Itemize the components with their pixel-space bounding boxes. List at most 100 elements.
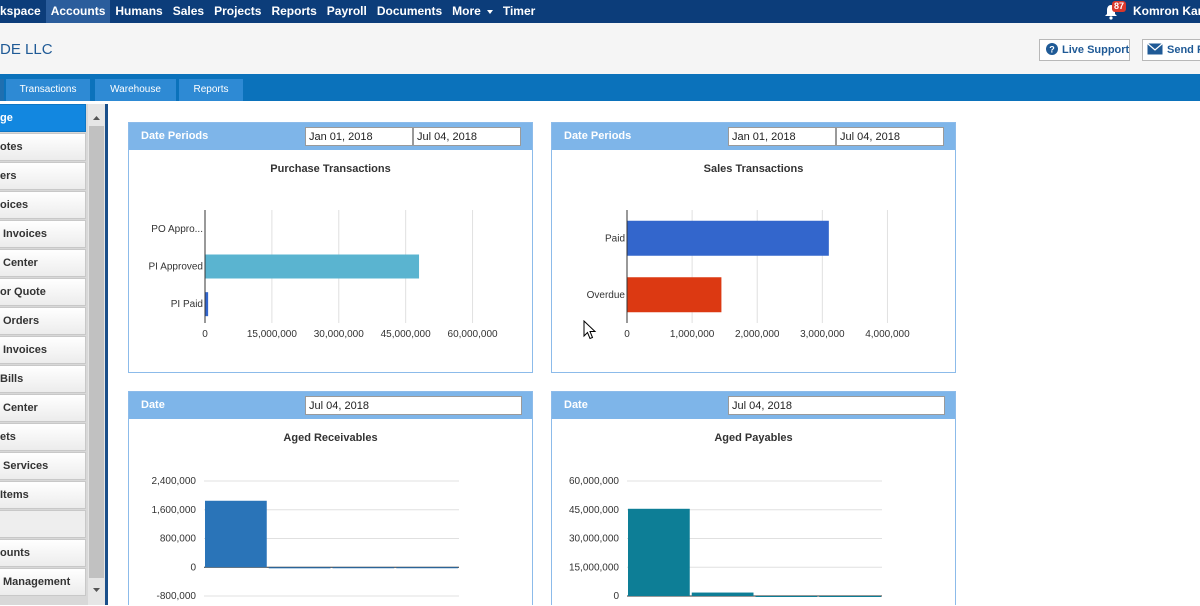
send-feedback-button[interactable]: Send F — [1142, 39, 1200, 61]
sidebar-scrollbar[interactable] — [88, 104, 105, 605]
nav-item-projects[interactable]: Projects — [209, 0, 266, 23]
nav-item-label: More — [452, 4, 481, 18]
nav-item-label: Sales — [172, 4, 205, 18]
sidebar-item[interactable] — [0, 510, 86, 538]
purchase-transactions-chart: 0 15,000,000 30,000,000 45,000,000 60,000,00… — [149, 210, 498, 340]
company-name: DE LLC — [0, 41, 53, 58]
scroll-down-arrow-icon[interactable] — [88, 582, 105, 598]
category-label: Overdue — [587, 290, 626, 301]
tab-bar: Transactions Warehouse Reports — [0, 74, 1200, 101]
payables-date-input[interactable] — [728, 396, 945, 415]
y-tick-label: 2,400,000 — [152, 476, 197, 487]
y-tick-label: 0 — [613, 591, 619, 602]
y-tick-label: 0 — [190, 562, 196, 573]
receivables-date-input[interactable] — [305, 396, 522, 415]
aged-payables-chart: 60,000,000 45,000,000 30,000,000 15,000,000… — [569, 476, 882, 602]
aged-receivables-chart: 2,400,000 1,600,000 800,000 0 -800,000 — [152, 476, 459, 602]
x-tick-label: 1,000,000 — [670, 329, 715, 340]
live-support-button[interactable]: ? Live Support — [1039, 39, 1130, 61]
sidebar-item[interactable]: otes — [0, 133, 86, 161]
bar — [332, 567, 395, 569]
category-label: PO Appro... — [151, 224, 203, 235]
sidebar-item[interactable]: ers — [0, 162, 86, 190]
nav-item-humans[interactable]: Humans — [110, 0, 167, 23]
bar — [205, 292, 209, 317]
nav-item-reports[interactable]: Reports — [266, 0, 321, 23]
sidebar-item[interactable]: Services — [0, 452, 86, 480]
main-menu: kspace Accounts Humans Sales Projects Reports… — [0, 0, 540, 23]
purchase-date-to-input[interactable] — [413, 127, 521, 146]
sidebar-item[interactable]: Invoices — [0, 220, 86, 248]
sidebar-item[interactable]: or Quote — [0, 278, 86, 306]
bar — [627, 220, 829, 256]
nav-item-payroll[interactable]: Payroll — [322, 0, 372, 23]
x-tick-label: 4,000,000 — [865, 329, 910, 340]
bar — [627, 277, 722, 313]
x-tick-label: 45,000,000 — [381, 329, 431, 340]
tab-reports[interactable]: Reports — [179, 79, 243, 101]
sidebar-item[interactable]: Items — [0, 481, 86, 509]
bar — [691, 592, 754, 596]
nav-item-documents[interactable]: Documents — [372, 0, 447, 23]
panel-header: Date Periods — [552, 123, 955, 150]
sidebar-item[interactable]: ge — [0, 104, 86, 132]
nav-item-accounts[interactable]: Accounts — [45, 0, 111, 23]
x-tick-label: 3,000,000 — [800, 329, 845, 340]
sidebar-item[interactable]: Bills — [0, 365, 86, 393]
nav-item-sales[interactable]: Sales — [168, 0, 209, 23]
sales-transactions-panel: Date Periods Sales Transactions 0 1,000,0… — [551, 122, 956, 373]
bar — [205, 500, 267, 568]
envelope-icon — [1147, 43, 1163, 55]
bar — [819, 596, 881, 597]
sidebar: ge otes ers oices Invoices Center or Quote Orde… — [0, 104, 105, 605]
top-navigation-bar: kspace Accounts Humans Sales Projects Reports… — [0, 0, 1200, 23]
y-tick-label: 15,000,000 — [569, 562, 619, 573]
sidebar-item[interactable]: oices — [0, 191, 86, 219]
y-tick-label: 800,000 — [160, 534, 197, 545]
scroll-up-arrow-icon[interactable] — [88, 110, 105, 126]
x-tick-label: 2,000,000 — [735, 329, 780, 340]
sidebar-item[interactable]: Invoices — [0, 336, 86, 364]
chart-title: Purchase Transactions — [270, 163, 391, 175]
nav-item-label: Reports — [271, 4, 317, 18]
y-tick-label: -800,000 — [157, 591, 197, 602]
bar — [628, 508, 690, 596]
sidebar-item[interactable]: ounts — [0, 539, 86, 567]
user-name[interactable]: Komron Kam — [1133, 4, 1200, 18]
date-label: Date — [141, 399, 165, 411]
purchase-date-from-input[interactable] — [305, 127, 413, 146]
send-feedback-label: Send F — [1167, 44, 1200, 56]
nav-item-more[interactable]: More — [447, 0, 498, 23]
sidebar-item[interactable]: Management — [0, 568, 86, 596]
sales-date-from-input[interactable] — [728, 127, 836, 146]
sidebar-item[interactable]: Orders — [0, 307, 86, 335]
tab-warehouse[interactable]: Warehouse — [95, 79, 176, 101]
x-tick-label: 60,000,000 — [448, 329, 498, 340]
tab-dashboard[interactable] — [0, 79, 4, 101]
x-tick-label: 15,000,000 — [247, 329, 297, 340]
tab-transactions[interactable]: Transactions — [6, 79, 90, 101]
chart-title: Aged Payables — [714, 432, 793, 444]
nav-item-label: kspace — [0, 4, 41, 18]
sidebar-item[interactable]: Center — [0, 249, 86, 277]
nav-item-label: Timer — [502, 4, 536, 18]
nav-item-timer[interactable]: Timer — [498, 0, 540, 23]
date-label: Date — [564, 399, 588, 411]
category-label: PI Paid — [171, 299, 203, 310]
sidebar-item[interactable]: Center — [0, 394, 86, 422]
svg-text:?: ? — [1049, 45, 1055, 55]
date-periods-label: Date Periods — [564, 130, 632, 142]
nav-item-label: Payroll — [326, 4, 367, 18]
bar — [205, 254, 420, 279]
nav-item-label: Humans — [115, 4, 163, 18]
sales-date-to-input[interactable] — [836, 127, 944, 146]
panel-header: Date — [552, 392, 955, 419]
sidebar-divider — [105, 104, 108, 605]
nav-item-kspace[interactable]: kspace — [0, 0, 46, 23]
y-tick-label: 1,600,000 — [152, 505, 197, 516]
nav-item-label: Documents — [376, 4, 443, 18]
bar — [396, 567, 458, 569]
category-label: PI Approved — [149, 262, 203, 273]
sidebar-item[interactable]: ets — [0, 423, 86, 451]
scrollbar-thumb[interactable] — [89, 126, 104, 578]
